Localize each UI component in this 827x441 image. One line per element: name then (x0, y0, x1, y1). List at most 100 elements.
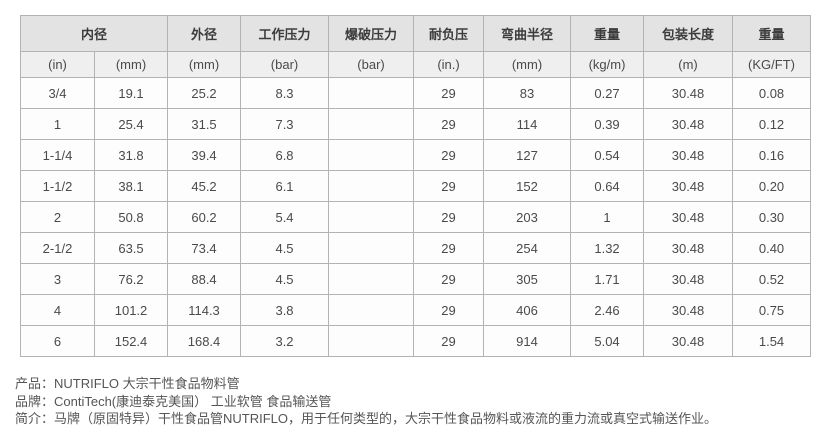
table-cell: 1 (570, 201, 645, 233)
table-cell: 30.48 (643, 294, 734, 326)
table-cell: 38.1 (93, 170, 169, 202)
table-row: 6 152.4 168.4 3.2 29 914 5.04 30.48 1.54 (20, 325, 812, 357)
table-cell: 0.20 (732, 170, 812, 202)
table-cell (328, 294, 415, 326)
table-cell: 29 (413, 139, 485, 171)
table-cell: 2.46 (570, 294, 645, 326)
table-cell: 6.8 (240, 139, 330, 171)
table-cell: 29 (413, 325, 485, 357)
unit-header: (in.) (413, 51, 485, 78)
column-header: 外径 (167, 15, 242, 52)
table-cell: 0.54 (570, 139, 645, 171)
table-cell: 29 (413, 201, 485, 233)
table-cell: 203 (483, 201, 572, 233)
column-header: 包装长度 (643, 15, 734, 52)
brand-line: 品牌：ContiTech(康迪泰克美国） 工业软管 食品输送管 (15, 393, 332, 409)
table-cell (328, 139, 415, 171)
table-row: 2 50.8 60.2 5.4 29 203 1 30.48 0.30 (20, 201, 812, 233)
table-row: 2-1/2 63.5 73.4 4.5 29 254 1.32 30.48 0.40 (20, 232, 812, 264)
table-cell: 114 (483, 108, 572, 140)
table-cell: 1-1/4 (20, 139, 95, 171)
table-cell: 6.1 (240, 170, 330, 202)
table-cell: 152.4 (93, 325, 169, 357)
table-cell (328, 232, 415, 264)
table-row: 3 76.2 88.4 4.5 29 305 1.71 30.48 0.52 (20, 263, 812, 295)
table-cell: 29 (413, 294, 485, 326)
table-row: 3/4 19.1 25.2 8.3 29 83 0.27 30.48 0.08 (20, 77, 812, 109)
table-cell: 114.3 (167, 294, 242, 326)
table-cell: 73.4 (167, 232, 242, 264)
column-header: 爆破压力 (328, 15, 415, 52)
table-cell: 45.2 (167, 170, 242, 202)
unit-header: (mm) (167, 51, 242, 78)
table-cell: 6 (20, 325, 95, 357)
table-cell: 0.64 (570, 170, 645, 202)
column-header: 工作压力 (240, 15, 330, 52)
table-cell (328, 170, 415, 202)
table-cell: 1-1/2 (20, 170, 95, 202)
table-cell: 30.48 (643, 108, 734, 140)
table-row: 1-1/4 31.8 39.4 6.8 29 127 0.54 30.48 0.16 (20, 139, 812, 171)
table-cell: 4.5 (240, 232, 330, 264)
column-group-header-row: 内径 外径 工作压力 爆破压力 耐负压 弯曲半径 重量 包装长度 重量 (19, 15, 812, 52)
table-cell: 60.2 (167, 201, 242, 233)
table-cell: 1.32 (570, 232, 645, 264)
table-cell: 152 (483, 170, 572, 202)
table-cell: 305 (483, 263, 572, 295)
table-cell: 127 (483, 139, 572, 171)
table-cell (328, 325, 415, 357)
table-cell: 0.40 (732, 232, 812, 264)
spec-table-body: 3/4 19.1 25.2 8.3 29 83 0.27 30.48 0.08 1 25.4 31.5… (20, 77, 812, 357)
table-cell: 83 (483, 77, 572, 109)
table-cell: 30.48 (643, 201, 734, 233)
table-cell: 29 (413, 263, 485, 295)
table-cell: 30.48 (643, 263, 734, 295)
table-cell: 3.2 (240, 325, 330, 357)
table-cell: 8.3 (240, 77, 330, 109)
table-cell: 29 (413, 77, 485, 109)
table-cell: 101.2 (93, 294, 169, 326)
column-header: 耐负压 (413, 15, 485, 52)
unit-header: (mm) (93, 51, 169, 78)
table-cell: 0.30 (732, 201, 812, 233)
table-cell: 29 (413, 232, 485, 264)
table-cell: 914 (483, 325, 572, 357)
column-header: 内径 (19, 15, 169, 52)
table-cell: 168.4 (167, 325, 242, 357)
table-cell: 1 (20, 108, 95, 140)
table-cell: 30.48 (643, 325, 734, 357)
table-cell (328, 201, 415, 233)
table-cell: 30.48 (643, 77, 734, 109)
table-cell: 1.54 (732, 325, 812, 357)
table-cell: 31.5 (167, 108, 242, 140)
unit-header: (in) (20, 51, 95, 78)
unit-header: (bar) (328, 51, 415, 78)
table-cell: 39.4 (167, 139, 242, 171)
product-info-block: 产品：NUTRIFLO 大宗干性食品物料管 品牌：ContiTech(康迪泰克美… (15, 375, 827, 428)
column-header: 重量 (570, 15, 645, 52)
table-row: 1-1/2 38.1 45.2 6.1 29 152 0.64 30.48 0.20 (20, 170, 812, 202)
unit-header: (bar) (240, 51, 330, 78)
unit-header: (kg/m) (570, 51, 645, 78)
table-cell: 2-1/2 (20, 232, 95, 264)
unit-header-row: (in) (mm) (mm) (bar) (bar) (in.) (mm) (kg/m) (m)… (20, 51, 812, 78)
table-cell: 31.8 (93, 139, 169, 171)
table-cell: 2 (20, 201, 95, 233)
table-cell: 4.5 (240, 263, 330, 295)
table-row: 4 101.2 114.3 3.8 29 406 2.46 30.48 0.75 (20, 294, 812, 326)
table-cell: 3 (20, 263, 95, 295)
unit-header: (mm) (483, 51, 572, 78)
hose-spec-table: 内径 外径 工作压力 爆破压力 耐负压 弯曲半径 重量 包装长度 重量 (in) (mm) (mm)(… (19, 15, 812, 357)
table-cell: 63.5 (93, 232, 169, 264)
table-cell: 1.71 (570, 263, 645, 295)
table-cell: 0.27 (570, 77, 645, 109)
column-header: 弯曲半径 (483, 15, 572, 52)
table-cell: 0.16 (732, 139, 812, 171)
unit-header: (KG/FT) (732, 51, 812, 78)
table-cell: 4 (20, 294, 95, 326)
table-cell: 19.1 (93, 77, 169, 109)
unit-header: (m) (643, 51, 734, 78)
table-cell: 7.3 (240, 108, 330, 140)
intro-line: 简介：马牌（原固特异）干性食品管NUTRIFLO，用于任何类型的，大宗干性食品物… (15, 411, 718, 426)
